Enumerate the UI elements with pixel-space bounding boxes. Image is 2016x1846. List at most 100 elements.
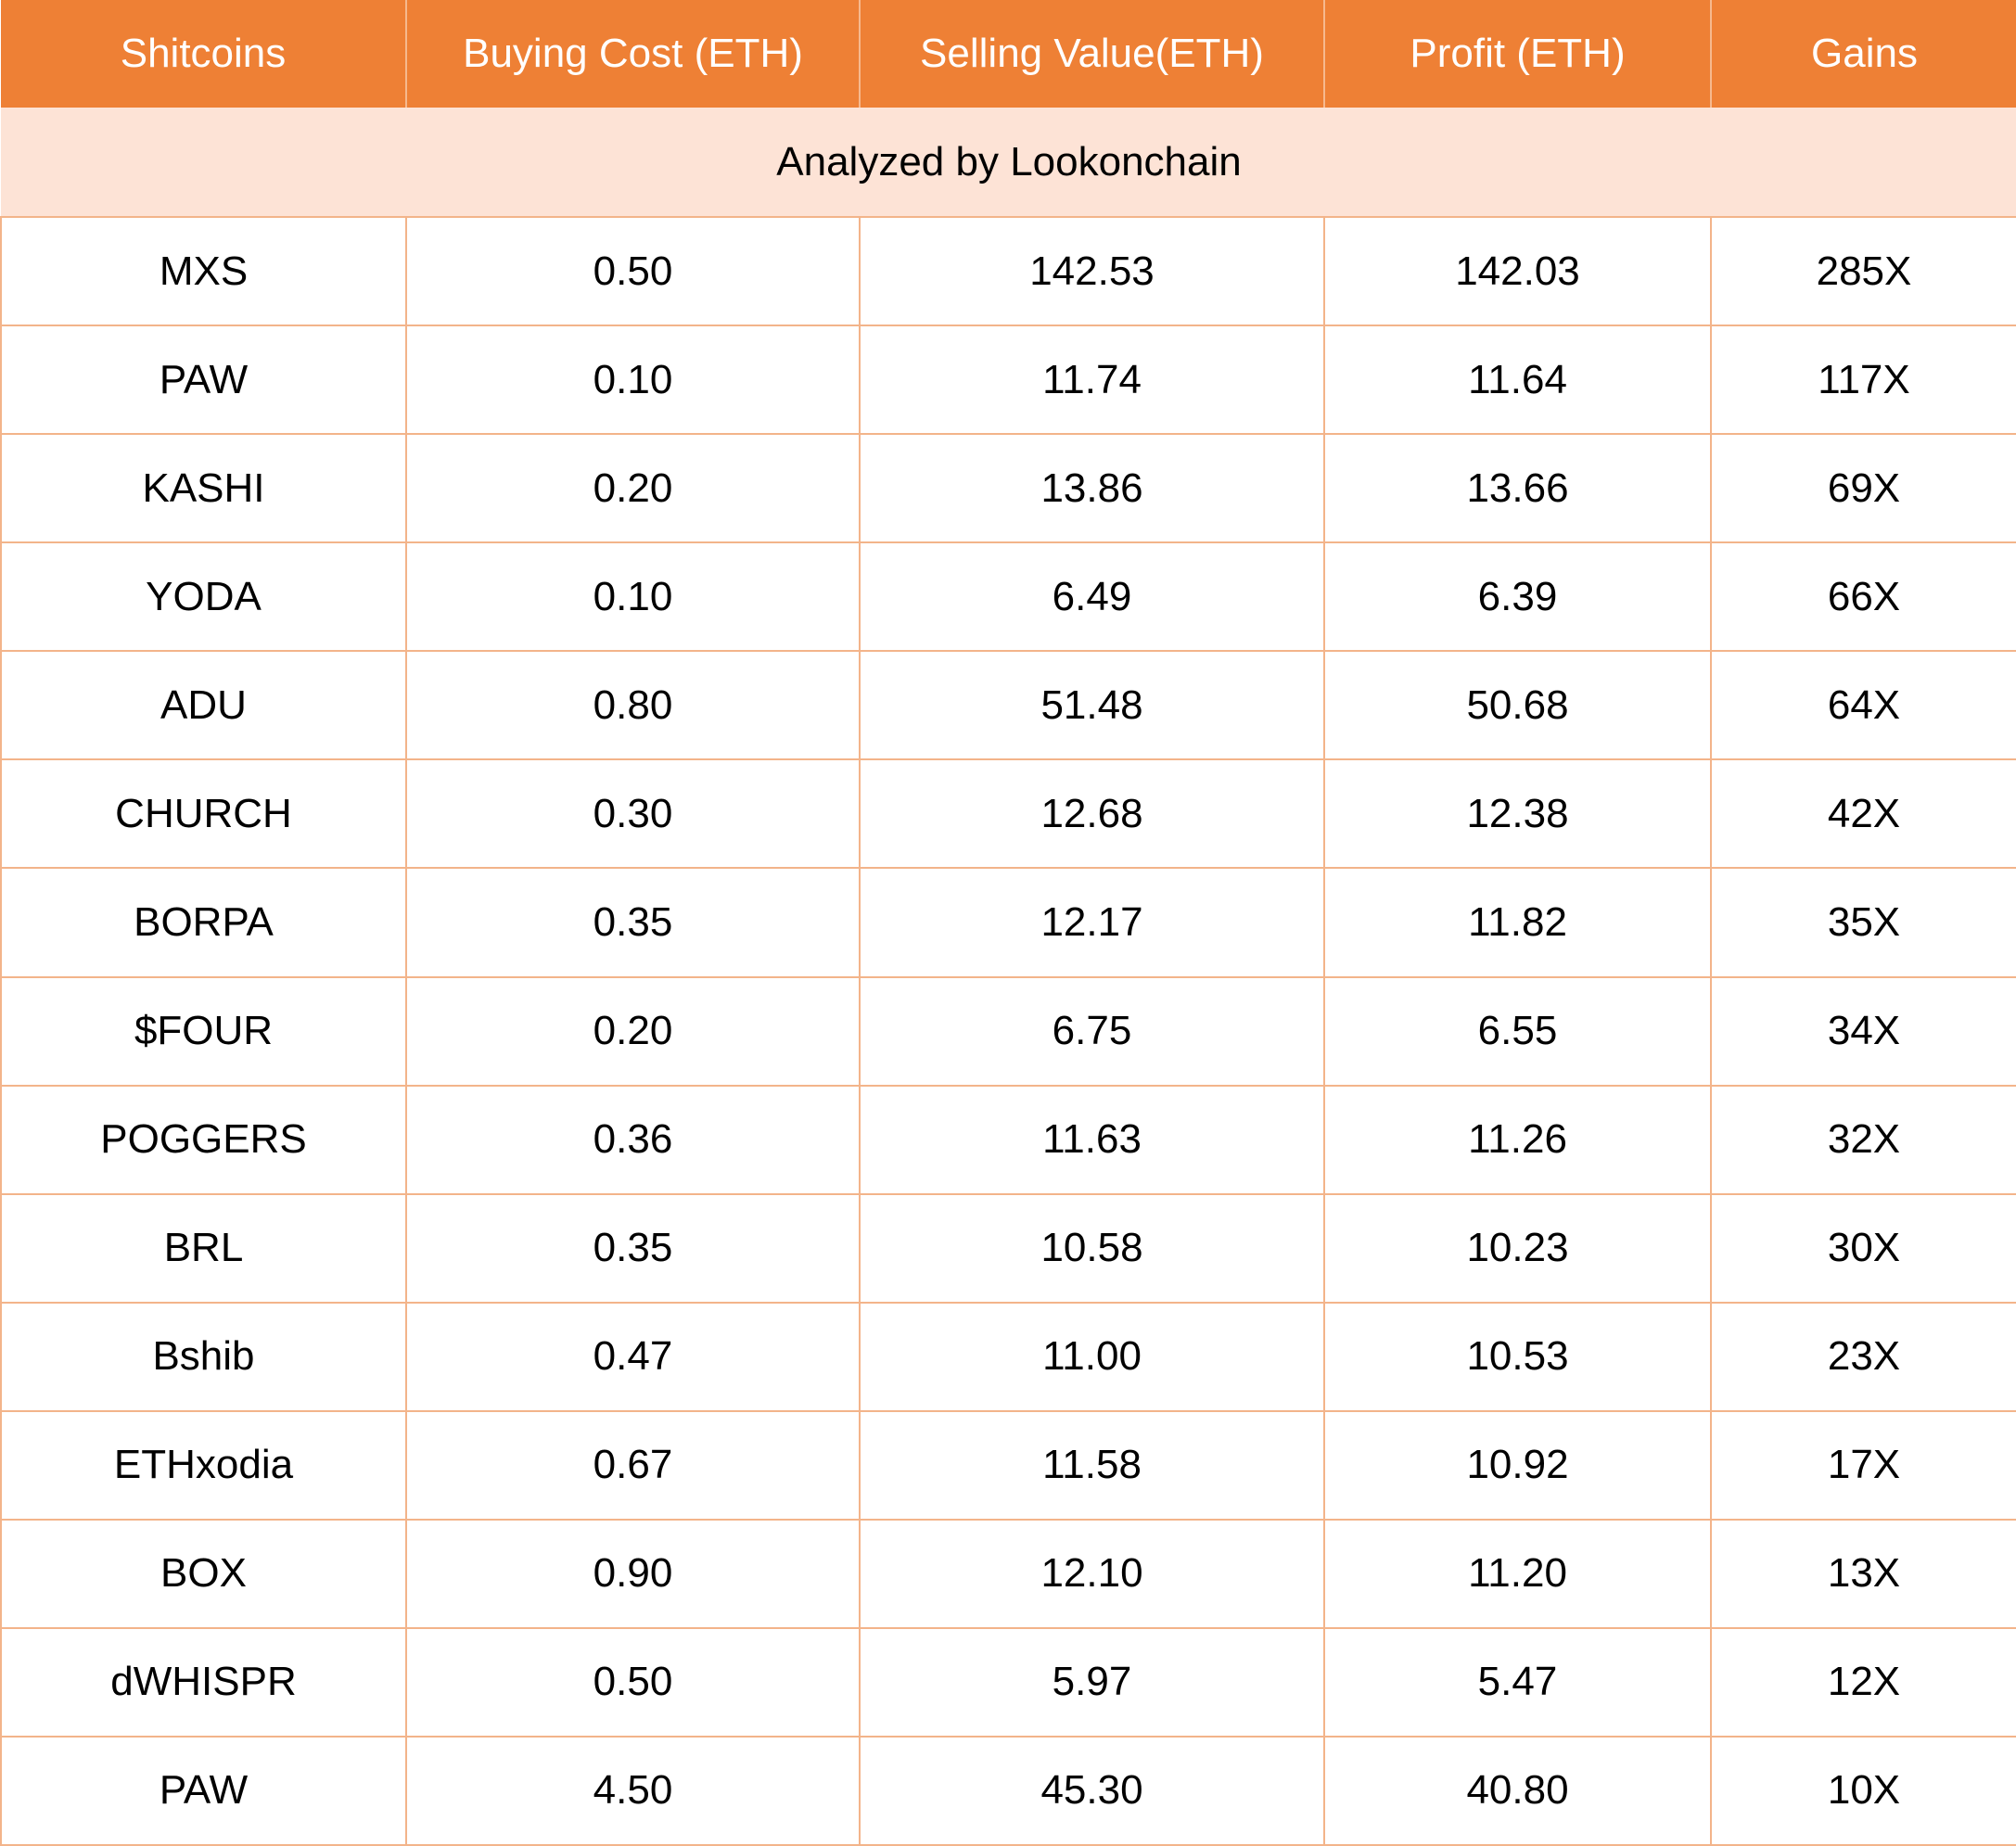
- gains-cell: 12X: [1711, 1627, 2016, 1738]
- table-row: ADU 0.80 51.48 50.68 64X: [0, 651, 2016, 761]
- selling-value-cell: 11.00: [860, 1302, 1325, 1412]
- profit-cell: 12.38: [1324, 759, 1712, 870]
- gains-cell: 23X: [1711, 1302, 2016, 1412]
- profit-cell: 11.82: [1324, 868, 1712, 978]
- gains-cell: 64X: [1711, 651, 2016, 761]
- selling-value-cell: 12.68: [860, 759, 1325, 870]
- table-row: BORPA 0.35 12.17 11.82 35X: [0, 868, 2016, 978]
- buying-cost-cell: 0.80: [406, 651, 861, 761]
- gains-cell: 32X: [1711, 1085, 2016, 1195]
- buying-cost-cell: 4.50: [406, 1736, 861, 1846]
- gains-cell: 35X: [1711, 868, 2016, 978]
- profit-cell: 11.26: [1324, 1085, 1712, 1195]
- column-header-gains: Gains: [1711, 0, 2016, 108]
- gains-cell: 17X: [1711, 1410, 2016, 1521]
- table-subtitle: Analyzed by Lookonchain: [1, 108, 2016, 219]
- profit-cell: 11.20: [1324, 1519, 1712, 1629]
- shitcoin-cell: ETHxodia: [0, 1410, 407, 1521]
- selling-value-cell: 12.17: [860, 868, 1325, 978]
- profit-cell: 10.92: [1324, 1410, 1712, 1521]
- gains-cell: 66X: [1711, 542, 2016, 653]
- table-row: $FOUR 0.20 6.75 6.55 34X: [0, 976, 2016, 1087]
- buying-cost-cell: 0.20: [406, 976, 861, 1087]
- buying-cost-cell: 0.67: [406, 1410, 861, 1521]
- header-row: Shitcoins Buying Cost (ETH) Selling Valu…: [1, 0, 2016, 108]
- shitcoin-cell: KASHI: [0, 434, 407, 544]
- selling-value-cell: 6.49: [860, 542, 1325, 653]
- buying-cost-cell: 0.47: [406, 1302, 861, 1412]
- buying-cost-cell: 0.30: [406, 759, 861, 870]
- table-row: PAW 0.10 11.74 11.64 117X: [0, 325, 2016, 436]
- shitcoin-cell: YODA: [0, 542, 407, 653]
- shitcoin-cell: BOX: [0, 1519, 407, 1629]
- shitcoin-cell: BRL: [0, 1193, 407, 1304]
- table-row: CHURCH 0.30 12.68 12.38 42X: [0, 759, 2016, 870]
- table-body: MXS 0.50 142.53 142.03 285X PAW 0.10 11.74 11.64…: [0, 217, 2016, 1846]
- shitcoin-cell: PAW: [0, 1736, 407, 1846]
- gains-cell: 34X: [1711, 976, 2016, 1087]
- selling-value-cell: 11.58: [860, 1410, 1325, 1521]
- table-row: MXS 0.50 142.53 142.03 285X: [0, 217, 2016, 327]
- table-row: BRL 0.35 10.58 10.23 30X: [0, 1193, 2016, 1304]
- shitcoin-cell: POGGERS: [0, 1085, 407, 1195]
- subtitle-section: Analyzed by Lookonchain: [1, 108, 2016, 219]
- table-row: BOX 0.90 12.10 11.20 13X: [0, 1519, 2016, 1629]
- buying-cost-cell: 0.36: [406, 1085, 861, 1195]
- profit-cell: 10.23: [1324, 1193, 1712, 1304]
- subtitle-row: Analyzed by Lookonchain: [1, 108, 2016, 219]
- selling-value-cell: 6.75: [860, 976, 1325, 1087]
- buying-cost-cell: 0.10: [406, 325, 861, 436]
- selling-value-cell: 51.48: [860, 651, 1325, 761]
- buying-cost-cell: 0.50: [406, 1627, 861, 1738]
- shitcoin-cell: CHURCH: [0, 759, 407, 870]
- shitcoin-cell: Bshib: [0, 1302, 407, 1412]
- profit-cell: 11.64: [1324, 325, 1712, 436]
- buying-cost-cell: 0.35: [406, 868, 861, 978]
- buying-cost-cell: 0.20: [406, 434, 861, 544]
- gains-cell: 30X: [1711, 1193, 2016, 1304]
- selling-value-cell: 13.86: [860, 434, 1325, 544]
- profit-cell: 13.66: [1324, 434, 1712, 544]
- table-header: Shitcoins Buying Cost (ETH) Selling Valu…: [1, 0, 2016, 108]
- gains-cell: 10X: [1711, 1736, 2016, 1846]
- table-row: dWHISPR 0.50 5.97 5.47 12X: [0, 1627, 2016, 1738]
- selling-value-cell: 11.63: [860, 1085, 1325, 1195]
- profit-cell: 10.53: [1324, 1302, 1712, 1412]
- gains-cell: 69X: [1711, 434, 2016, 544]
- selling-value-cell: 142.53: [860, 217, 1325, 327]
- profit-cell: 142.03: [1324, 217, 1712, 327]
- profit-cell: 6.39: [1324, 542, 1712, 653]
- shitcoin-cell: MXS: [0, 217, 407, 327]
- table-row: KASHI 0.20 13.86 13.66 69X: [0, 434, 2016, 544]
- gains-cell: 13X: [1711, 1519, 2016, 1629]
- column-header-selling-value: Selling Value(ETH): [860, 0, 1325, 108]
- gains-cell: 117X: [1711, 325, 2016, 436]
- shitcoin-cell: BORPA: [0, 868, 407, 978]
- gains-cell: 285X: [1711, 217, 2016, 327]
- column-header-shitcoins: Shitcoins: [1, 0, 407, 108]
- table-row: POGGERS 0.36 11.63 11.26 32X: [0, 1085, 2016, 1195]
- selling-value-cell: 45.30: [860, 1736, 1325, 1846]
- column-header-buying-cost: Buying Cost (ETH): [406, 0, 861, 108]
- profit-cell: 50.68: [1324, 651, 1712, 761]
- shitcoin-cell: $FOUR: [0, 976, 407, 1087]
- table-row: Bshib 0.47 11.00 10.53 23X: [0, 1302, 2016, 1412]
- profit-cell: 6.55: [1324, 976, 1712, 1087]
- buying-cost-cell: 0.50: [406, 217, 861, 327]
- gains-cell: 42X: [1711, 759, 2016, 870]
- selling-value-cell: 10.58: [860, 1193, 1325, 1304]
- table-row: YODA 0.10 6.49 6.39 66X: [0, 542, 2016, 653]
- shitcoin-cell: ADU: [0, 651, 407, 761]
- selling-value-cell: 5.97: [860, 1627, 1325, 1738]
- table-row: ETHxodia 0.67 11.58 10.92 17X: [0, 1410, 2016, 1521]
- table-row: PAW 4.50 45.30 40.80 10X: [0, 1736, 2016, 1846]
- column-header-profit: Profit (ETH): [1324, 0, 1712, 108]
- profit-cell: 5.47: [1324, 1627, 1712, 1738]
- buying-cost-cell: 0.10: [406, 542, 861, 653]
- shitcoin-cell: PAW: [0, 325, 407, 436]
- shitcoin-cell: dWHISPR: [0, 1627, 407, 1738]
- buying-cost-cell: 0.35: [406, 1193, 861, 1304]
- selling-value-cell: 12.10: [860, 1519, 1325, 1629]
- profit-cell: 40.80: [1324, 1736, 1712, 1846]
